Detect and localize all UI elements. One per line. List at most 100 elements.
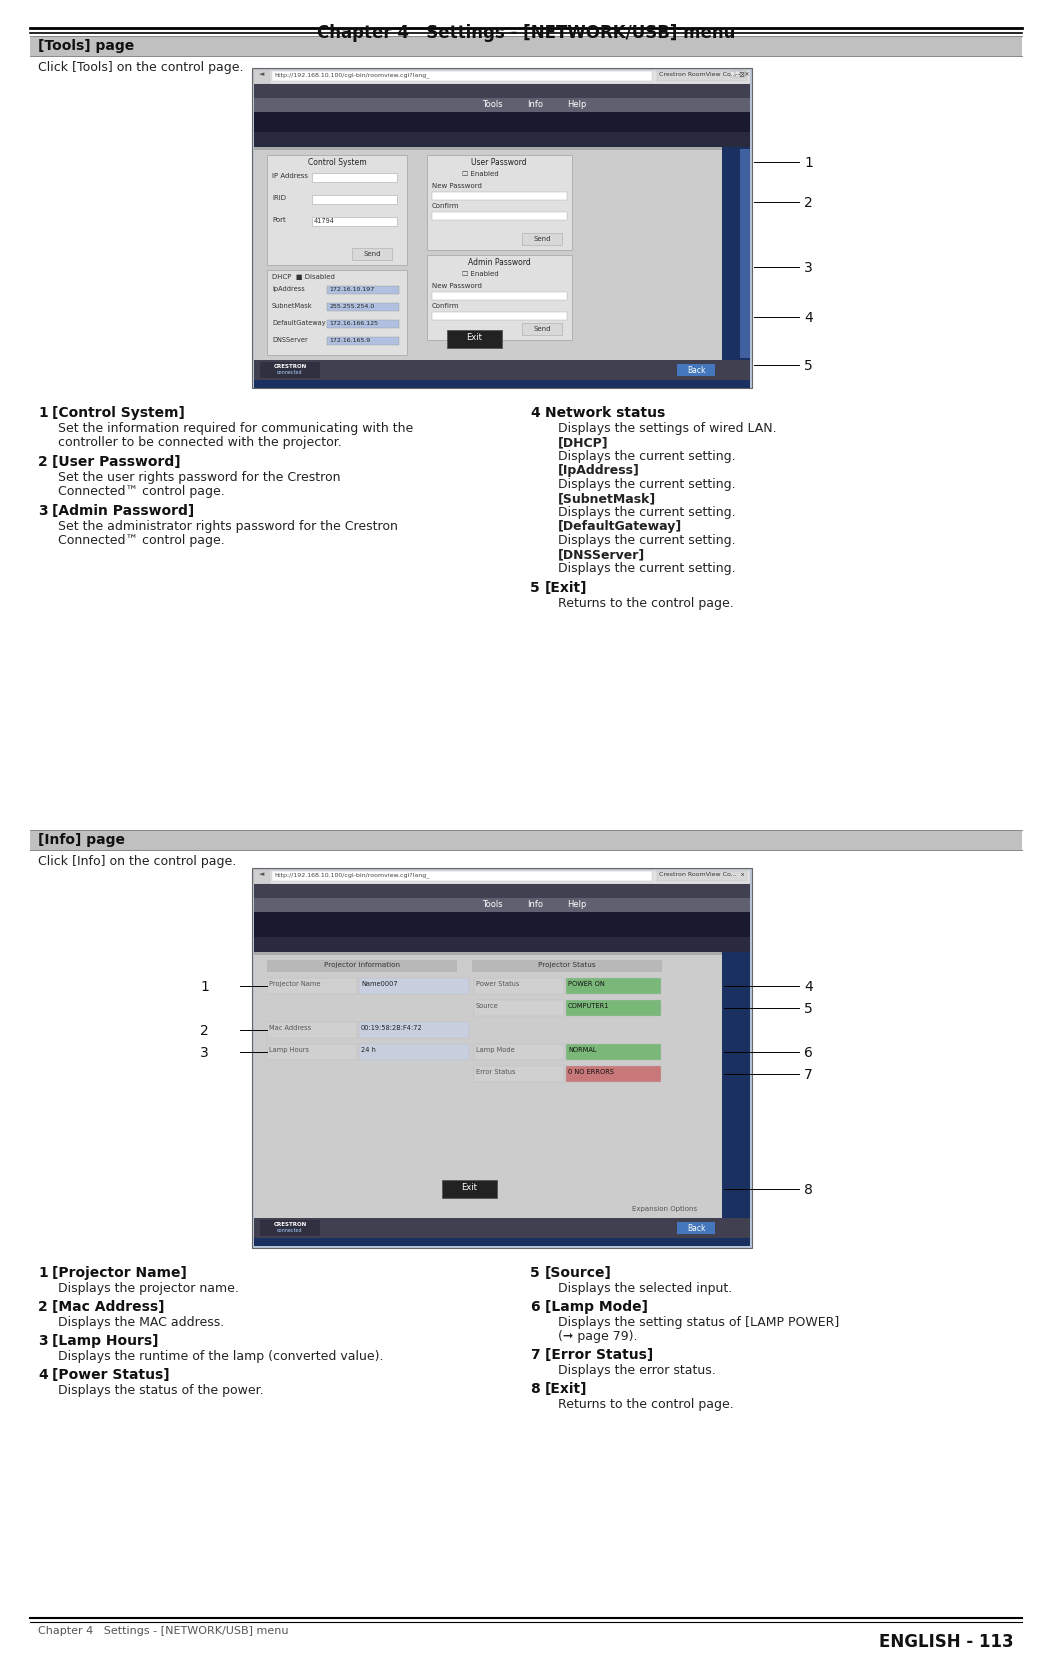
Text: COMPUTER1: COMPUTER1	[568, 1003, 609, 1010]
Bar	[254, 871, 270, 884]
Text: 2: 2	[200, 1024, 208, 1038]
Text: 6: 6	[530, 1299, 540, 1314]
Bar	[272, 71, 652, 81]
Bar	[254, 912, 750, 952]
Bar	[722, 147, 750, 361]
Text: 3: 3	[38, 1334, 47, 1349]
Text: DefaultGateway: DefaultGateway	[272, 319, 326, 326]
Text: Tools: Tools	[482, 99, 503, 109]
Text: 5: 5	[804, 1001, 813, 1016]
Text: Displays the current setting.: Displays the current setting.	[558, 535, 735, 548]
Text: Help: Help	[567, 99, 586, 109]
Text: 24 h: 24 h	[361, 1048, 376, 1053]
Bar	[566, 1066, 661, 1082]
Text: 0 NO ERRORS: 0 NO ERRORS	[568, 1069, 614, 1076]
Bar	[267, 960, 457, 971]
Text: Info: Info	[527, 99, 543, 109]
Text: 5: 5	[530, 1266, 540, 1279]
Text: Confirm: Confirm	[432, 204, 460, 209]
Bar	[722, 952, 750, 1218]
Text: Displays the setting status of [LAMP POWER]: Displays the setting status of [LAMP POW…	[558, 1316, 839, 1329]
Bar	[312, 174, 397, 182]
Text: —□✕: —□✕	[735, 73, 750, 78]
Text: 5: 5	[804, 359, 813, 372]
Bar	[735, 71, 740, 78]
Bar	[254, 361, 750, 381]
Text: [Exit]: [Exit]	[545, 581, 587, 596]
Text: Connected™ control page.: Connected™ control page.	[58, 535, 225, 548]
Text: Returns to the control page.: Returns to the control page.	[558, 1398, 733, 1412]
Bar	[254, 147, 722, 151]
Bar	[740, 149, 750, 357]
Bar	[267, 270, 407, 356]
Text: 255.255.254.0: 255.255.254.0	[329, 305, 375, 309]
Bar	[432, 313, 567, 319]
Text: Displays the error status.: Displays the error status.	[558, 1364, 715, 1377]
Text: 1: 1	[804, 156, 813, 170]
Text: Displays the selected input.: Displays the selected input.	[558, 1283, 732, 1294]
Bar	[472, 960, 662, 971]
Text: Name0007: Name0007	[361, 981, 398, 986]
Text: [SubnetMask]: [SubnetMask]	[558, 492, 656, 505]
Text: Set the user rights password for the Crestron: Set the user rights password for the Cre…	[58, 472, 341, 483]
Text: Expansion Options: Expansion Options	[632, 1206, 697, 1211]
Bar	[260, 1220, 320, 1236]
Bar	[327, 303, 399, 311]
Text: controller to be connected with the projector.: controller to be connected with the proj…	[58, 435, 342, 449]
Bar	[267, 156, 407, 265]
Text: Confirm: Confirm	[432, 303, 460, 309]
Bar	[447, 329, 502, 348]
Text: 4: 4	[804, 311, 813, 324]
Text: ☐ Enabled: ☐ Enabled	[462, 271, 499, 276]
Bar	[254, 113, 750, 147]
Bar	[566, 1000, 661, 1016]
Text: [Lamp Hours]: [Lamp Hours]	[52, 1334, 159, 1349]
Text: NORMAL: NORMAL	[568, 1048, 596, 1053]
Text: Displays the MAC address.: Displays the MAC address.	[58, 1316, 224, 1329]
Bar	[252, 867, 752, 1248]
Text: 4: 4	[530, 405, 540, 420]
Text: Exit: Exit	[461, 1183, 477, 1192]
Text: Source: Source	[476, 1003, 499, 1010]
Bar	[432, 212, 567, 220]
Text: 00:19:58:2B:F4:72: 00:19:58:2B:F4:72	[361, 1024, 423, 1031]
Text: http://192.168.10.100/cgi-bin/roomview.cgi?lang_: http://192.168.10.100/cgi-bin/roomview.c…	[274, 872, 429, 877]
Text: Set the information required for communicating with the: Set the information required for communi…	[58, 422, 413, 435]
Text: Projector Information: Projector Information	[324, 962, 400, 968]
Text: Network status: Network status	[545, 405, 665, 420]
Text: New Password: New Password	[432, 184, 482, 189]
Text: New Password: New Password	[432, 283, 482, 290]
Bar	[254, 381, 750, 387]
Text: Connected™ control page.: Connected™ control page.	[58, 485, 225, 498]
Text: User Password: User Password	[471, 157, 527, 167]
Text: Projector Name: Projector Name	[269, 981, 321, 986]
Text: 5: 5	[530, 581, 540, 596]
Text: CRESTRON: CRESTRON	[274, 1221, 306, 1226]
Text: Projector Status: Projector Status	[539, 962, 595, 968]
Bar	[474, 1066, 564, 1082]
Text: Crestron RoomView Co...  x: Crestron RoomView Co... x	[660, 73, 745, 78]
Bar	[31, 36, 1021, 56]
Text: Send: Send	[363, 252, 381, 257]
Text: [DefaultGateway]: [DefaultGateway]	[558, 520, 683, 533]
Bar	[254, 884, 750, 899]
Text: (➞ page 79).: (➞ page 79).	[558, 1331, 638, 1342]
Text: [Tools] page: [Tools] page	[38, 40, 135, 53]
Text: 1: 1	[38, 405, 47, 420]
Bar	[522, 323, 562, 334]
Text: Error Status: Error Status	[476, 1069, 515, 1076]
Bar	[474, 1000, 564, 1016]
Text: Set the administrator rights password for the Crestron: Set the administrator rights password fo…	[58, 520, 398, 533]
Text: Displays the current setting.: Displays the current setting.	[558, 450, 735, 463]
Text: Chapter 4   Settings - [NETWORK/USB] menu: Chapter 4 Settings - [NETWORK/USB] menu	[38, 1625, 288, 1637]
Text: Displays the current setting.: Displays the current setting.	[558, 506, 735, 520]
Text: [Info] page: [Info] page	[38, 832, 125, 847]
Text: 172.16.165.9: 172.16.165.9	[329, 338, 370, 343]
Bar	[260, 362, 320, 377]
Text: ENGLISH - 113: ENGLISH - 113	[879, 1633, 1014, 1652]
Text: [Power Status]: [Power Status]	[52, 1369, 169, 1382]
Bar	[566, 978, 661, 995]
Text: 2: 2	[38, 455, 47, 468]
Bar	[254, 70, 270, 84]
Text: [DNSServer]: [DNSServer]	[558, 548, 645, 561]
